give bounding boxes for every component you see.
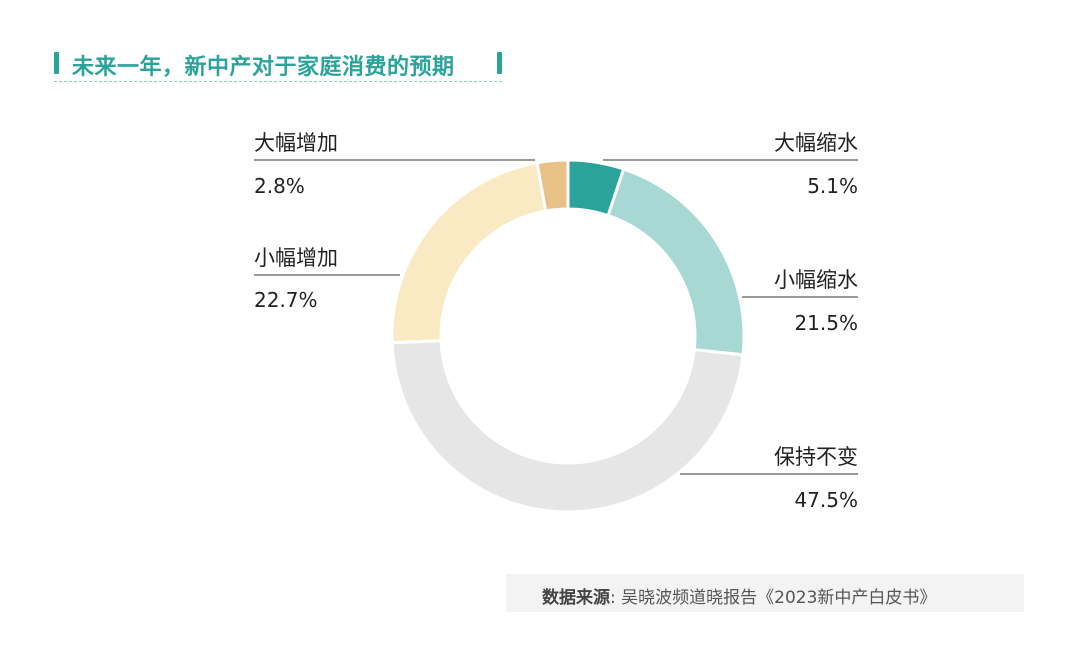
- category-label-5: 大幅增加: [254, 131, 338, 155]
- source-box: 数据来源: 吴晓波频道晓报告《2023新中产白皮书》: [506, 574, 1024, 612]
- title-bar-right: [497, 52, 502, 74]
- title-bar-left: [54, 52, 59, 74]
- title-box: 未来一年，新中产对于家庭消费的预期: [54, 45, 502, 82]
- value-label-2: 21.5%: [794, 311, 858, 335]
- value-label-5: 2.8%: [254, 174, 305, 198]
- source-note: 数据来源: 吴晓波频道晓报告《2023新中产白皮书》: [542, 583, 936, 608]
- donut-slice-2: [606, 167, 746, 357]
- value-label-3: 47.5%: [794, 488, 858, 512]
- value-label-4: 22.7%: [254, 288, 318, 312]
- category-label-3: 保持不变: [774, 445, 858, 469]
- donut-slice-3: [390, 339, 745, 514]
- source-text: : 吴晓波频道晓报告《2023新中产白皮书》: [610, 588, 937, 608]
- category-label-2: 小幅缩水: [774, 268, 858, 292]
- donut-slice-4: [390, 160, 548, 345]
- donut-slice-5: [535, 158, 570, 213]
- category-label-4: 小幅增加: [254, 246, 338, 270]
- value-label-1: 5.1%: [807, 174, 858, 198]
- chart-title: 未来一年，新中产对于家庭消费的预期: [72, 55, 455, 80]
- source-label: 数据来源: [542, 588, 610, 608]
- category-label-1: 大幅缩水: [774, 131, 858, 155]
